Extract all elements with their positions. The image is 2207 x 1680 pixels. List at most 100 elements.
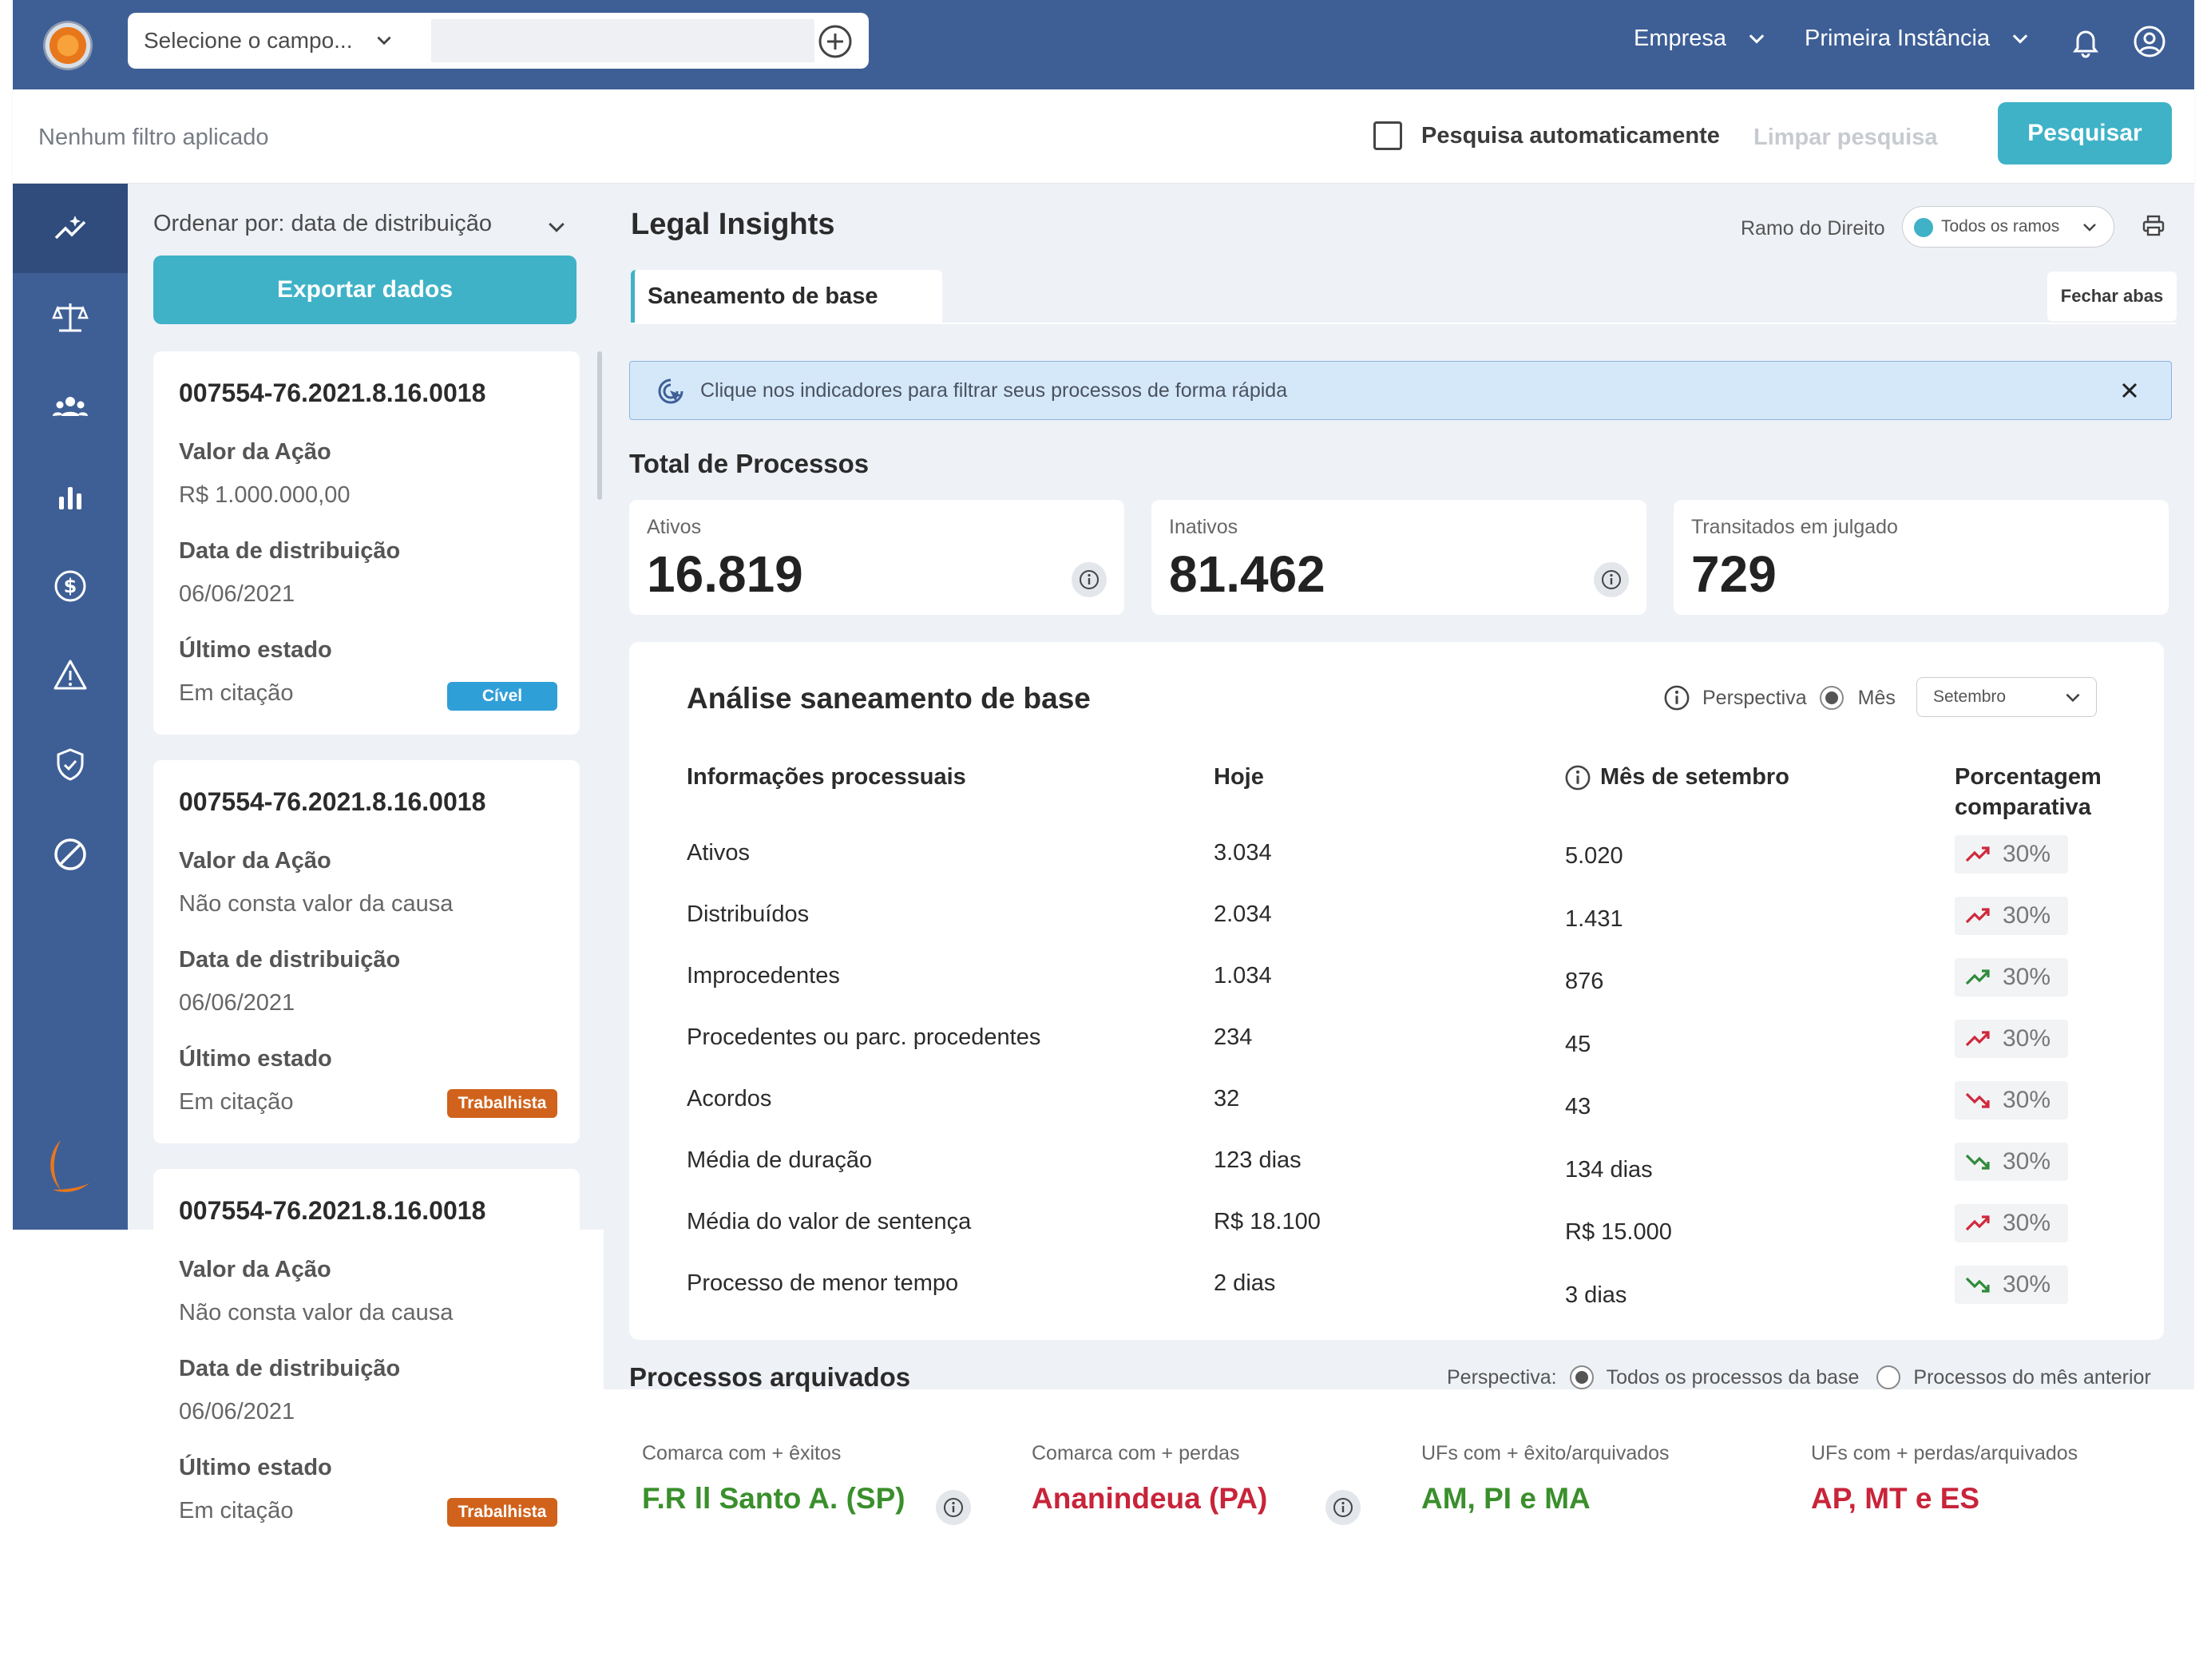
archived-stat-value[interactable]: AM, PI e MA [1421,1482,1591,1515]
process-card[interactable]: 007554-76.2021.8.16.0018 Valor da Ação N… [153,760,580,1143]
comparison-badge[interactable]: 30% [1955,1204,2068,1242]
bell-icon[interactable] [2066,22,2105,61]
month-select[interactable]: Setembro [1916,677,2097,717]
search-button[interactable]: Pesquisar [1998,102,2172,164]
row-label: Improcedentes [687,963,840,989]
add-circle-icon[interactable] [818,24,853,59]
info-icon[interactable] [1594,562,1629,597]
search-input[interactable] [431,19,814,62]
comparison-percent: 30% [2003,902,2051,929]
kpi-inativos[interactable]: Inativos 81.462 [1151,500,1646,615]
archived-stat-label: Comarca com + perdas [1032,1442,1240,1464]
nav-item-blocked[interactable] [13,810,128,899]
month-radio-label: Mês [1857,686,1896,709]
search-field-select[interactable]: Selecione o campo... [128,13,423,69]
nav-item-legal[interactable] [13,273,128,363]
nav-item-reports[interactable] [13,452,128,541]
comparison-badge[interactable]: 30% [1955,835,2068,874]
nav-item-insights[interactable] [13,184,128,273]
search-field-select-label: Selecione o campo... [144,28,353,53]
chevron-down-icon[interactable] [545,216,569,240]
click-target-icon [658,378,683,404]
archived-stat-label: UFs com + êxito/arquivados [1421,1442,1670,1464]
process-number: 007554-76.2021.8.16.0018 [179,787,486,816]
nav-item-finance[interactable]: $ [13,541,128,631]
process-card[interactable]: 007554-76.2021.8.16.0018 Valor da Ação R… [153,351,580,735]
clear-search-link[interactable]: Limpar pesquisa [1753,125,1938,150]
info-icon[interactable] [1072,562,1107,597]
process-card[interactable]: 007554-76.2021.8.16.0018 Valor da Ação N… [153,1169,580,1552]
month-select-value: Setembro [1933,687,2007,706]
row-month-value: 45 [1565,1031,1591,1057]
close-tabs-button[interactable]: Fechar abas [2047,271,2177,321]
row-label: Ativos [687,840,750,866]
company-menu[interactable]: Empresa [1634,26,1768,52]
close-icon[interactable] [2115,376,2144,405]
tab-saneamento[interactable]: Saneamento de base [631,270,942,323]
alert-text: Clique nos indicadores para filtrar seus… [700,379,1288,402]
kpi-value: 729 [1691,545,1777,603]
ramo-color-dot [1914,218,1933,237]
comparison-percent: 30% [2003,1148,2051,1175]
info-icon[interactable] [1662,683,1691,712]
comparison-badge[interactable]: 30% [1955,1081,2068,1119]
kpi-ativos[interactable]: Ativos 16.819 [629,500,1124,615]
info-icon[interactable] [1563,763,1592,792]
archived-stat-value[interactable]: Ananindeua (PA) [1032,1482,1268,1515]
comparison-badge[interactable]: 30% [1955,897,2068,935]
kpi-transitados[interactable]: Transitados em julgado 729 [1674,500,2169,615]
radio-previous-month[interactable] [1876,1365,1901,1389]
value-label: Valor da Ação [179,848,331,874]
col-header-info: Informações processuais [687,764,966,790]
value-text: Não consta valor da causa [179,1300,454,1325]
row-label: Procedentes ou parc. procedentes [687,1024,1041,1050]
col-header-today: Hoje [1214,764,1264,790]
nav-item-risks[interactable] [13,631,128,720]
date-label: Data de distribuição [179,1356,401,1381]
list-scrollbar[interactable] [597,351,602,500]
sort-dropdown-label[interactable]: Ordenar por: data de distribuição [153,211,492,236]
export-data-button[interactable]: Exportar dados [153,256,577,324]
app-logo[interactable] [43,21,93,70]
row-today-value: 32 [1214,1086,1240,1111]
user-profile-icon[interactable] [2130,22,2169,61]
row-today-value: 3.034 [1214,840,1272,866]
comparison-badge[interactable]: 30% [1955,1020,2068,1058]
comparison-badge[interactable]: 30% [1955,1143,2068,1181]
ramo-select[interactable]: Todos os ramos [1902,206,2114,248]
chevron-down-icon [2012,34,2028,44]
kpi-label: Inativos [1169,516,1238,538]
ramo-label: Ramo do Direito [1741,217,1885,240]
archived-title: Processos arquivados [629,1362,911,1392]
archived-stat-value[interactable]: F.R ll Santo A. (SP) [642,1482,905,1515]
print-icon[interactable] [2142,214,2165,238]
info-icon[interactable] [936,1490,971,1525]
status-text: Em citação [179,1089,294,1115]
info-icon[interactable] [1325,1490,1361,1525]
nav-item-compliance[interactable] [13,720,128,810]
comparison-badge[interactable]: 30% [1955,1266,2068,1304]
col-header-pct: Porcentagem comparativa [1955,764,2102,820]
value-text: R$ 1.000.000,00 [179,482,351,508]
nav-item-people[interactable] [13,363,128,452]
radio-all-processes-label: Todos os processos da base [1606,1365,1860,1389]
date-text: 06/06/2021 [179,990,295,1016]
radio-all-processes[interactable] [1569,1365,1594,1389]
archived-perspective: Perspectiva: Todos os processos da base … [1447,1365,2151,1389]
comparison-percent: 30% [2003,1025,2051,1052]
instance-menu[interactable]: Primeira Instância [1805,26,2031,52]
comparison-badge[interactable]: 30% [1955,958,2068,997]
comparison-percent: 30% [2003,1271,2051,1298]
row-label: Distribuídos [687,901,810,927]
auto-search-label[interactable]: Pesquisa automaticamente [1421,123,1720,149]
auto-search-checkbox[interactable] [1373,121,1402,150]
month-radio[interactable] [1819,686,1844,710]
status-badge: Trabalhista [447,1498,557,1527]
trending-up-icon [1965,846,1990,862]
status-label: Último estado [179,637,332,663]
trending-up-icon [1965,969,1990,985]
archived-stat-value[interactable]: AP, MT e ES [1811,1482,1980,1515]
kpi-label: Transitados em julgado [1691,516,1898,538]
info-alert: Clique nos indicadores para filtrar seus… [629,361,2172,420]
row-month-value: 43 [1565,1094,1591,1119]
